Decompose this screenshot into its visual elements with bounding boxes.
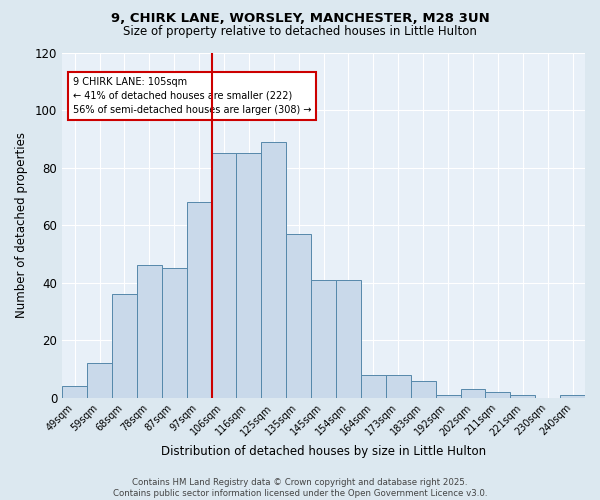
Bar xyxy=(62,386,87,398)
Bar xyxy=(286,234,311,398)
Bar xyxy=(137,266,162,398)
Bar xyxy=(236,153,262,398)
Bar xyxy=(436,395,461,398)
Bar xyxy=(361,375,386,398)
Bar xyxy=(262,142,286,398)
Bar xyxy=(311,280,336,398)
Bar xyxy=(485,392,511,398)
Y-axis label: Number of detached properties: Number of detached properties xyxy=(15,132,28,318)
Bar xyxy=(162,268,187,398)
Text: Contains HM Land Registry data © Crown copyright and database right 2025.
Contai: Contains HM Land Registry data © Crown c… xyxy=(113,478,487,498)
Bar xyxy=(112,294,137,398)
Text: 9, CHIRK LANE, WORSLEY, MANCHESTER, M28 3UN: 9, CHIRK LANE, WORSLEY, MANCHESTER, M28 … xyxy=(110,12,490,26)
Bar xyxy=(87,364,112,398)
Bar xyxy=(212,153,236,398)
Text: Size of property relative to detached houses in Little Hulton: Size of property relative to detached ho… xyxy=(123,25,477,38)
Bar xyxy=(336,280,361,398)
Bar xyxy=(511,395,535,398)
Bar xyxy=(411,380,436,398)
Bar xyxy=(187,202,212,398)
Bar xyxy=(461,389,485,398)
X-axis label: Distribution of detached houses by size in Little Hulton: Distribution of detached houses by size … xyxy=(161,444,486,458)
Bar xyxy=(386,375,411,398)
Bar xyxy=(560,395,585,398)
Text: 9 CHIRK LANE: 105sqm
← 41% of detached houses are smaller (222)
56% of semi-deta: 9 CHIRK LANE: 105sqm ← 41% of detached h… xyxy=(73,76,311,114)
